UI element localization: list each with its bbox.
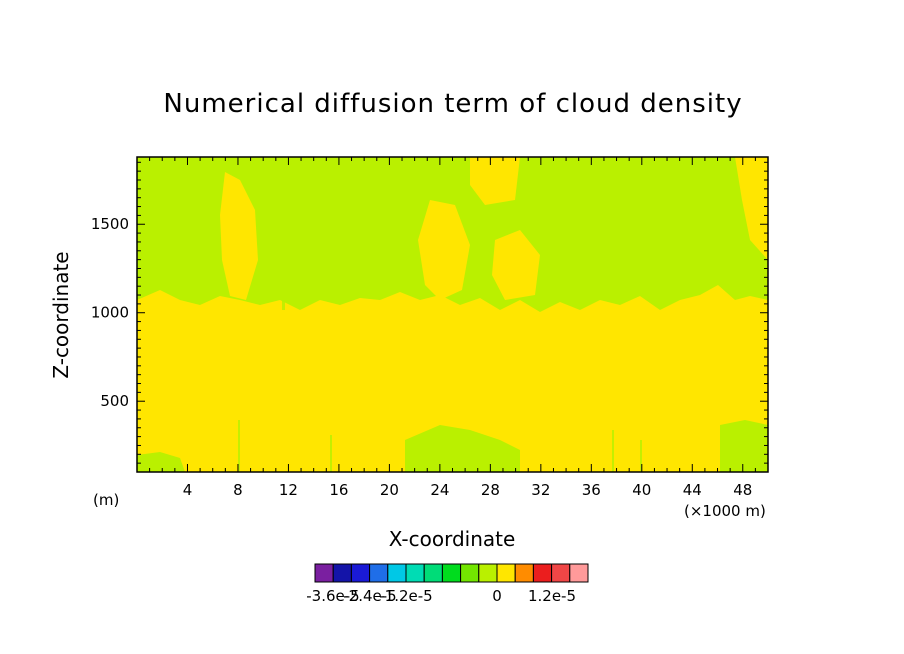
green-region-bottom-left [137, 452, 185, 472]
yellow-region-top-strip [470, 157, 520, 205]
colorbar-tick-label: 0 [492, 587, 502, 605]
colorbar-swatch [496, 563, 516, 583]
colorbar-swatch [532, 563, 553, 583]
y-tick-label: 500 [100, 392, 129, 410]
y-tick-label: 1000 [91, 304, 129, 322]
y-tick-label: 1500 [91, 215, 129, 233]
colorbar-swatch [369, 563, 389, 583]
streak [270, 157, 272, 277]
x-unit-label: (×1000 m) [684, 502, 766, 520]
x-tick-label: 48 [733, 481, 752, 499]
x-axis: 4 8 12 16 20 24 28 32 36 40 44 48 [149, 157, 756, 499]
colorbar-swatch [569, 563, 589, 583]
field-green-contours [137, 157, 768, 472]
x-tick-label: 36 [582, 481, 601, 499]
x-tick-label: 24 [430, 481, 449, 499]
x-tick-label: 20 [380, 481, 399, 499]
colorbar-swatch [441, 563, 462, 583]
green-region-bottom-right [720, 420, 768, 472]
streak [612, 430, 614, 472]
colorbar-tick-label: 1.2e-5 [528, 587, 576, 605]
green-region-bottom-mid [405, 425, 520, 472]
y-axis-label: Z-coordinate [49, 251, 73, 378]
streak [360, 157, 363, 267]
streak [640, 440, 642, 472]
colorbar-swatch [514, 563, 534, 583]
streak [585, 160, 588, 280]
colorbar-swatch [350, 563, 371, 583]
x-tick-label: 8 [233, 481, 243, 499]
streak [296, 157, 298, 287]
x-tick-label: 40 [632, 481, 651, 499]
yellow-region-upper-right [492, 230, 540, 300]
x-tick-label: 16 [329, 481, 348, 499]
chart-title: Numerical diffusion term of cloud densit… [163, 89, 742, 119]
colorbar-swatch [423, 563, 443, 583]
streak [330, 435, 332, 472]
colorbar-swatch [405, 563, 425, 583]
colorbar-tick-label: -1.2e-5 [379, 587, 432, 605]
x-axis-label: X-coordinate [389, 527, 516, 551]
x-tick-label: 4 [183, 481, 193, 499]
y-unit-label: (m) [93, 491, 119, 509]
yellow-region-top-right [735, 157, 768, 260]
streak [238, 420, 240, 472]
colorbar-tick-label: -3.6e-5 [306, 587, 359, 605]
colorbar-swatch [332, 563, 352, 583]
colorbar-swatch [387, 563, 407, 583]
x-tick-label: 12 [279, 481, 298, 499]
colorbar-swatch [460, 563, 480, 583]
streak [262, 157, 265, 297]
y-axis: 500 1000 1500 [91, 161, 768, 473]
x-tick-label: 28 [481, 481, 500, 499]
colorbar-swatch [478, 563, 498, 583]
colorbar-tick-label: -2.4e-5 [343, 587, 396, 605]
x-tick-label: 44 [683, 481, 702, 499]
streak [282, 160, 285, 310]
yellow-region-upper-mid [418, 200, 470, 300]
field-streaks [238, 157, 642, 472]
colorbar: -3.6e-5-2.4e-5-1.2e-5 0 1.2e-5 [306, 563, 589, 605]
colorbar-swatch [551, 563, 571, 583]
yellow-region-upper-left [220, 172, 258, 300]
colorbar-swatch [314, 563, 334, 583]
x-tick-label: 32 [531, 481, 550, 499]
